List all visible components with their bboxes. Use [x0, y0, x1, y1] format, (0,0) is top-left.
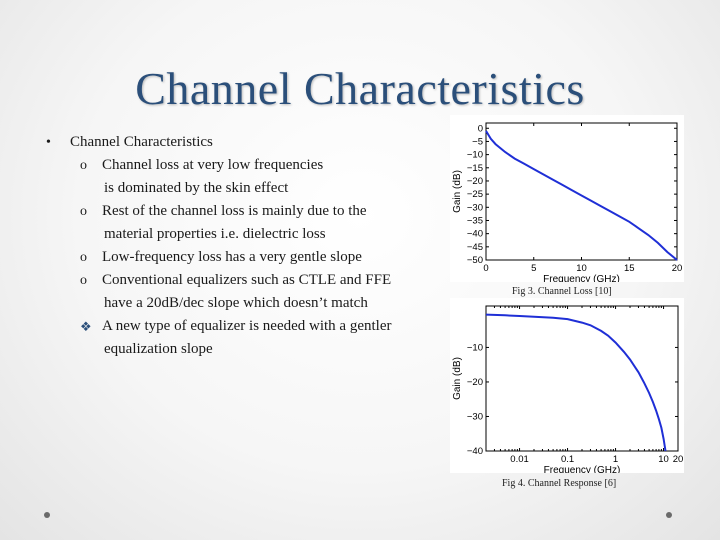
y-tick-label: −40: [467, 229, 483, 240]
x-tick-label: 10: [658, 454, 669, 465]
sub-bullet-text: Channel loss at very low frequencies: [102, 157, 324, 173]
y-tick-label: −20: [467, 176, 483, 187]
diamond-bullet-icon: ❖: [80, 319, 92, 334]
y-tick-label: −20: [467, 377, 483, 388]
y-tick-label: −50: [467, 255, 483, 266]
series-line: [485, 130, 678, 261]
channel-response-chart: −10 −20 −30 −40 0.01 0.1 1 10 20 Frequency (GHz) G…: [452, 305, 684, 473]
sub-bullet-continuation: material properties i.e. dielectric loss: [104, 226, 326, 242]
sub-bullet-text: Conventional equalizers such as CTLE and…: [102, 272, 392, 288]
x-axis-label: Frequency (GHz): [544, 465, 621, 473]
nav-dot-right: [666, 512, 672, 518]
star-bullet-text: A new type of equalizer is needed with a…: [102, 318, 392, 334]
channel-loss-figure: 0 −5 −10 −15 −20 −25 −30 −35 −40 −45 −50 0 5 10 15 20 Fr…: [450, 115, 684, 282]
series-line: [485, 313, 667, 452]
plot-frame: [485, 305, 679, 452]
x-axis-label: Frequency (GHz): [543, 274, 620, 282]
sub-bullet-marker: o: [80, 250, 87, 265]
y-tick-label: 0: [478, 123, 483, 134]
y-tick-label: −25: [467, 189, 483, 200]
fig3-caption: Fig 3. Channel Loss [10]: [512, 286, 612, 297]
sub-bullet: o Conventional equalizers such as CTLE a…: [46, 269, 446, 292]
y-tick-label: −45: [467, 242, 483, 253]
sub-bullet-marker: o: [80, 204, 87, 219]
star-bullet-continuation: equalization slope: [104, 341, 213, 357]
sub-bullet-continuation: is dominated by the skin effect: [104, 180, 289, 196]
y-tick-label: −30: [467, 411, 483, 422]
bullet-marker: •: [46, 135, 51, 150]
bullet-main: • Channel Characteristics: [46, 131, 446, 154]
x-tick-label: 1: [613, 454, 618, 465]
channel-response-figure: −10 −20 −30 −40 0.01 0.1 1 10 20 Frequency (GHz) G…: [450, 298, 684, 473]
y-tick-label: −5: [472, 136, 483, 147]
channel-loss-chart: 0−5−10−15−20−25−30−35−40−45−500 5 10 15 20Fr…: [452, 122, 683, 282]
fig4-caption: Fig 4. Channel Response [6]: [502, 478, 617, 489]
sub-bullet: o Channel loss at very low frequencies: [46, 154, 446, 177]
x-tick-label: 20: [672, 263, 683, 274]
sub-bullet: o Rest of the channel loss is mainly due…: [46, 200, 446, 223]
sub-bullet: o Low-frequency loss has a very gentle s…: [46, 246, 446, 269]
star-bullet: ❖ A new type of equalizer is needed with…: [46, 315, 446, 338]
y-tick-label: −40: [467, 446, 483, 457]
sub-bullet-text: Rest of the channel loss is mainly due t…: [102, 203, 367, 219]
bullet-list: • Channel Characteristics o Channel loss…: [46, 131, 446, 361]
y-tick-label: −35: [467, 215, 483, 226]
y-axis-label: Gain (dB): [452, 357, 463, 400]
sub-bullet-marker: o: [80, 273, 87, 288]
bullet-main-text: Channel Characteristics: [70, 134, 213, 150]
sub-bullet-marker: o: [80, 158, 87, 173]
x-tick-label: 0: [483, 263, 488, 274]
x-tick-label: 10: [576, 263, 587, 274]
y-axis-label: Gain (dB): [452, 170, 463, 213]
x-tick-label: 0.01: [510, 454, 528, 465]
y-tick-label: −30: [467, 202, 483, 213]
sub-bullet-continuation: have a 20dB/dec slope which doesn’t matc…: [104, 295, 368, 311]
y-tick-label: −15: [467, 163, 483, 174]
x-tick-label: 0.1: [561, 454, 574, 465]
x-tick-label: 5: [531, 263, 536, 274]
x-tick-label: 15: [624, 263, 635, 274]
y-tick-label: −10: [467, 150, 483, 161]
nav-dot-left: [44, 512, 50, 518]
plot-frame: [485, 122, 678, 261]
y-tick-label: −10: [467, 342, 483, 353]
sub-bullet-text: Low-frequency loss has a very gentle slo…: [102, 249, 362, 265]
slide-title: Channel Characteristics: [135, 63, 585, 114]
x-tick-label: 20: [673, 454, 684, 465]
